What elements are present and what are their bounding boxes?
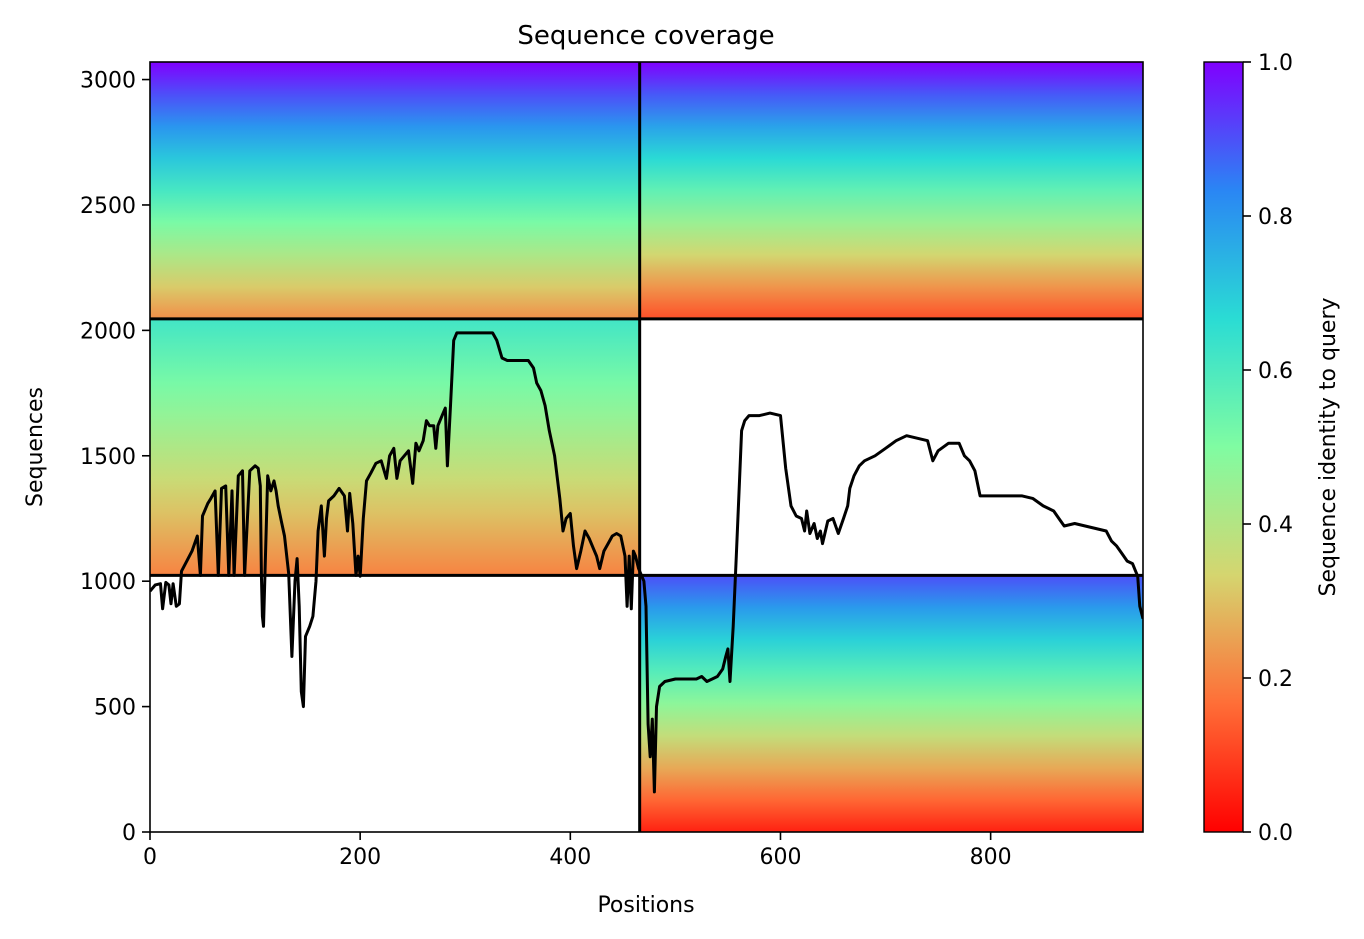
y-tick-label: 0 xyxy=(122,821,136,846)
x-tick-label: 600 xyxy=(759,845,801,870)
coverage-blocks xyxy=(150,62,1143,832)
y-axis: 0 500 1000 1500 2000 2500 3000 xyxy=(80,69,150,846)
colorbar-tick-label: 0.2 xyxy=(1258,667,1293,692)
y-tick-label: 3000 xyxy=(80,69,136,94)
y-tick-label: 500 xyxy=(94,696,136,721)
x-axis-label: Positions xyxy=(597,893,694,918)
x-tick-label: 0 xyxy=(143,845,157,870)
colorbar xyxy=(1203,61,1244,833)
y-tick-label: 2000 xyxy=(80,319,136,344)
y-tick-label: 1500 xyxy=(80,445,136,470)
x-tick-label: 200 xyxy=(339,845,381,870)
y-axis-label: Sequences xyxy=(23,387,48,507)
coverage-block xyxy=(150,62,640,319)
x-axis: 0 200 400 600 800 xyxy=(143,832,1012,870)
coverage-line-layer xyxy=(150,331,1143,794)
coverage-line xyxy=(150,331,1143,794)
y-tick-label: 1000 xyxy=(80,570,136,595)
colorbar-tick-label: 0.0 xyxy=(1258,821,1293,846)
x-tick-label: 800 xyxy=(970,845,1012,870)
coverage-block xyxy=(150,318,640,576)
coverage-block xyxy=(639,575,1143,832)
colorbar-tick-label: 0.4 xyxy=(1258,513,1293,538)
colorbar-label: Sequence identity to query xyxy=(1316,297,1341,596)
x-tick-label: 400 xyxy=(549,845,591,870)
colorbar-tick-label: 1.0 xyxy=(1258,51,1293,76)
colorbar-tick-label: 0.6 xyxy=(1258,359,1293,384)
chart-title: Sequence coverage xyxy=(517,21,774,51)
colorbar-ticks: 0.0 0.2 0.4 0.6 0.8 1.0 xyxy=(1243,51,1293,846)
y-tick-label: 2500 xyxy=(80,194,136,219)
colorbar-tick-label: 0.8 xyxy=(1258,205,1293,230)
plot-frame xyxy=(149,61,1144,833)
coverage-block xyxy=(639,62,1143,319)
